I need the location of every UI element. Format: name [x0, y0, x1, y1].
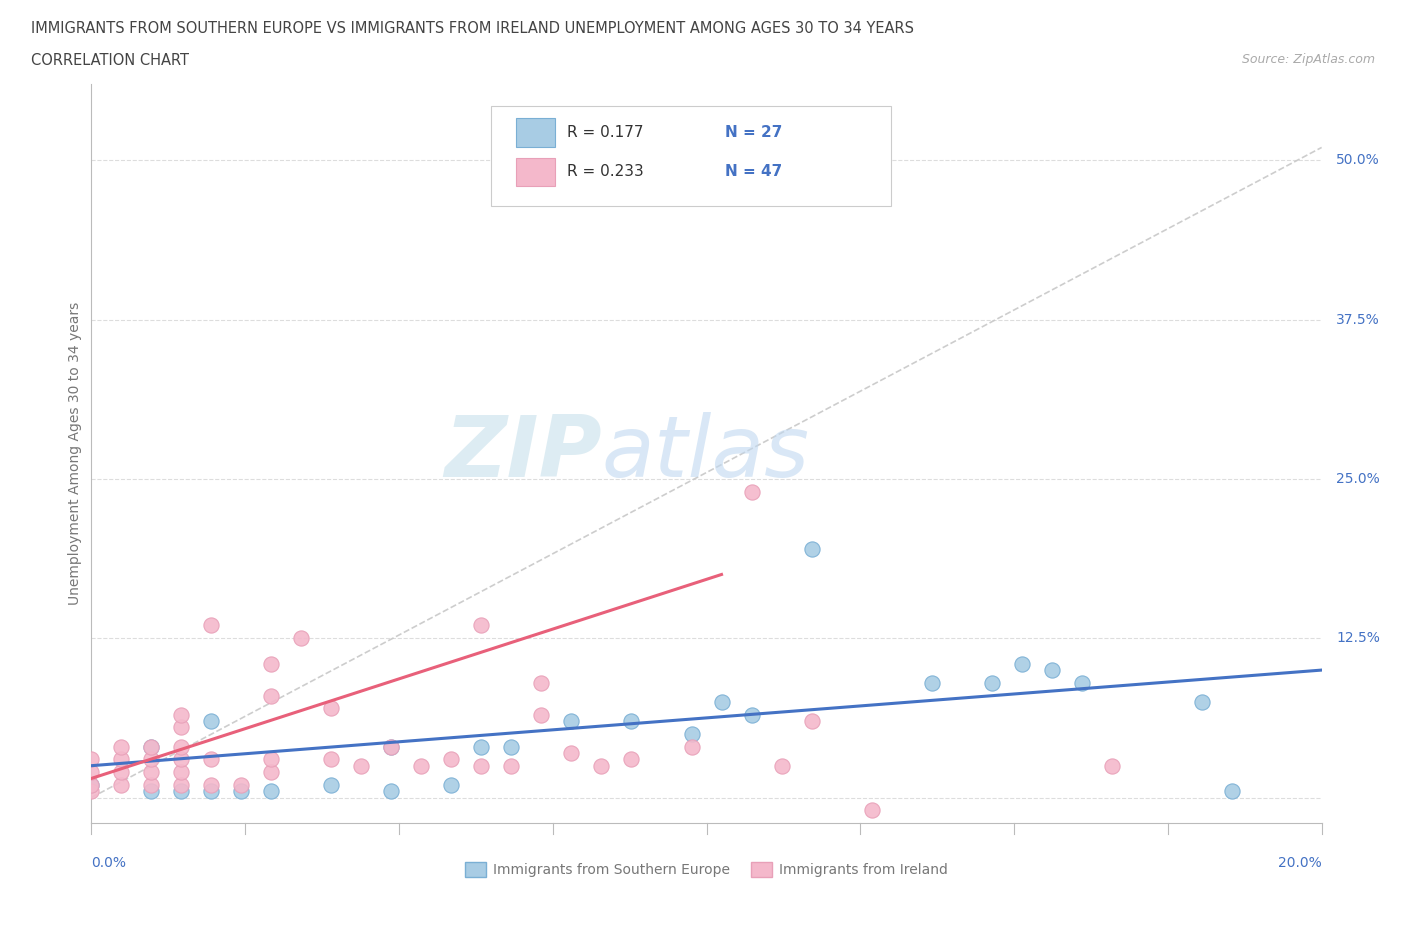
- Point: [980, 675, 1002, 690]
- Point: [170, 720, 193, 735]
- Point: [440, 751, 463, 766]
- Point: [530, 675, 553, 690]
- Point: [530, 707, 553, 722]
- Point: [620, 713, 643, 728]
- Point: [620, 751, 643, 766]
- Point: [470, 739, 492, 754]
- Point: [80, 777, 103, 792]
- Text: 0.0%: 0.0%: [91, 857, 127, 870]
- Text: 12.5%: 12.5%: [1336, 631, 1381, 645]
- Point: [1011, 657, 1033, 671]
- Text: N = 27: N = 27: [725, 125, 782, 140]
- Point: [321, 751, 343, 766]
- Point: [141, 784, 163, 799]
- Text: CORRELATION CHART: CORRELATION CHART: [31, 53, 188, 68]
- Point: [321, 701, 343, 716]
- Legend: Immigrants from Southern Europe, Immigrants from Ireland: Immigrants from Southern Europe, Immigra…: [460, 857, 953, 883]
- Point: [200, 777, 222, 792]
- FancyBboxPatch shape: [516, 118, 555, 147]
- Point: [80, 764, 103, 779]
- Text: atlas: atlas: [602, 412, 810, 495]
- Point: [681, 739, 703, 754]
- Point: [260, 764, 283, 779]
- Point: [110, 739, 132, 754]
- Point: [260, 751, 283, 766]
- Point: [350, 758, 373, 773]
- Point: [741, 485, 763, 499]
- Point: [260, 657, 283, 671]
- Point: [710, 695, 733, 710]
- Point: [141, 739, 163, 754]
- Point: [1220, 784, 1243, 799]
- Text: 37.5%: 37.5%: [1336, 312, 1381, 326]
- Point: [231, 784, 253, 799]
- Text: ZIP: ZIP: [444, 412, 602, 495]
- Point: [411, 758, 433, 773]
- Point: [921, 675, 943, 690]
- FancyBboxPatch shape: [491, 106, 891, 206]
- Point: [80, 777, 103, 792]
- Point: [200, 618, 222, 633]
- Text: 25.0%: 25.0%: [1336, 472, 1381, 485]
- Point: [501, 739, 523, 754]
- Point: [380, 739, 402, 754]
- Point: [380, 739, 402, 754]
- Text: R = 0.233: R = 0.233: [568, 165, 644, 179]
- Point: [170, 764, 193, 779]
- Point: [260, 784, 283, 799]
- Point: [560, 713, 582, 728]
- Point: [1191, 695, 1213, 710]
- Y-axis label: Unemployment Among Ages 30 to 34 years: Unemployment Among Ages 30 to 34 years: [69, 301, 83, 605]
- Point: [200, 784, 222, 799]
- Point: [470, 758, 492, 773]
- Point: [170, 777, 193, 792]
- Point: [800, 541, 823, 556]
- Point: [141, 739, 163, 754]
- Point: [770, 758, 793, 773]
- Point: [560, 746, 582, 761]
- Point: [741, 707, 763, 722]
- Point: [860, 803, 883, 817]
- Point: [681, 726, 703, 741]
- Point: [141, 777, 163, 792]
- Point: [170, 751, 193, 766]
- Point: [200, 751, 222, 766]
- FancyBboxPatch shape: [516, 157, 555, 186]
- Point: [1101, 758, 1123, 773]
- Point: [80, 751, 103, 766]
- Text: N = 47: N = 47: [725, 165, 782, 179]
- Point: [231, 777, 253, 792]
- Text: IMMIGRANTS FROM SOUTHERN EUROPE VS IMMIGRANTS FROM IRELAND UNEMPLOYMENT AMONG AG: IMMIGRANTS FROM SOUTHERN EUROPE VS IMMIG…: [31, 21, 914, 36]
- Point: [591, 758, 613, 773]
- Point: [501, 758, 523, 773]
- Text: 50.0%: 50.0%: [1336, 153, 1381, 167]
- Point: [380, 784, 402, 799]
- Point: [110, 777, 132, 792]
- Point: [200, 713, 222, 728]
- Point: [80, 784, 103, 799]
- Point: [800, 713, 823, 728]
- Point: [290, 631, 312, 645]
- Point: [110, 764, 132, 779]
- Text: 20.0%: 20.0%: [1278, 857, 1322, 870]
- Point: [170, 739, 193, 754]
- Point: [141, 751, 163, 766]
- Point: [170, 784, 193, 799]
- Text: Source: ZipAtlas.com: Source: ZipAtlas.com: [1241, 53, 1375, 66]
- Point: [1070, 675, 1092, 690]
- Point: [260, 688, 283, 703]
- Point: [170, 707, 193, 722]
- Point: [1040, 663, 1063, 678]
- Point: [141, 764, 163, 779]
- Point: [321, 777, 343, 792]
- Point: [470, 618, 492, 633]
- Text: R = 0.177: R = 0.177: [568, 125, 644, 140]
- Point: [440, 777, 463, 792]
- Point: [110, 751, 132, 766]
